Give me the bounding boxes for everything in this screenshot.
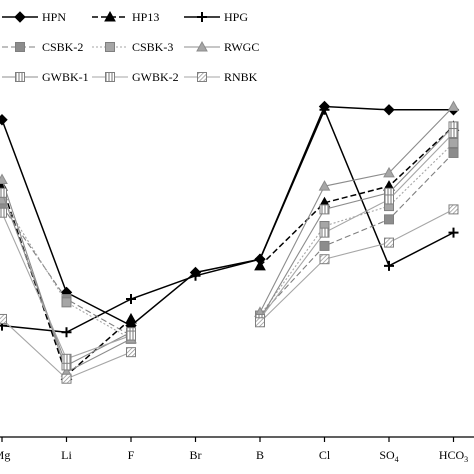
legend-item-csbk-3: CSBK-3: [92, 40, 173, 54]
legend-marker: [105, 72, 115, 82]
legend-item-rnbk: RNBK: [184, 70, 258, 84]
data-point: [384, 260, 394, 271]
series-line: [1, 125, 455, 377]
legend-marker: [105, 42, 115, 52]
data-point: [61, 327, 72, 338]
data-point: [319, 227, 330, 238]
x-axis: Mg Li F Br B Cl SO4 HCO3: [0, 436, 474, 464]
x-tick-label: Br: [190, 448, 202, 462]
series-hp13: [0, 120, 460, 380]
x-tick-label: HCO3: [439, 448, 468, 464]
data-point: [384, 214, 394, 225]
legend-label: HPG: [224, 10, 248, 24]
series-hpn: [0, 100, 460, 332]
data-point: [0, 207, 7, 218]
data-point: [0, 187, 7, 198]
series-rnbk: [0, 204, 459, 384]
data-point: [190, 270, 201, 281]
data-point: [448, 147, 459, 158]
data-point: [126, 347, 136, 358]
legend-item-hpn: HPN: [2, 10, 66, 24]
data-point: [319, 104, 330, 115]
x-tick-label: Li: [61, 448, 72, 462]
plot-area: [0, 100, 460, 384]
legend: HPN HP13 HPG CSBK-2 CSBK-3 RWGC GWBK-1 GWBK-2 RN…: [2, 10, 259, 84]
legend-item-gwbk-2: GWBK-2: [92, 70, 179, 84]
legend-label: GWBK-2: [132, 70, 179, 84]
data-point: [254, 259, 266, 271]
legend-marker: [14, 11, 26, 23]
legend-label: CSBK-2: [42, 40, 83, 54]
data-point: [384, 194, 394, 205]
data-point: [318, 180, 331, 191]
data-point: [448, 227, 459, 238]
data-point: [255, 317, 265, 328]
x-tick-label: F: [128, 448, 135, 462]
data-point: [319, 204, 330, 215]
legend-label: HP13: [132, 10, 159, 24]
data-point: [61, 297, 72, 308]
legend-marker: [15, 72, 25, 82]
data-point: [319, 254, 330, 265]
data-point: [448, 128, 459, 139]
data-point: [384, 237, 394, 248]
legend-marker: [104, 10, 116, 22]
data-point: [61, 373, 72, 384]
x-tick-label: Cl: [319, 448, 331, 462]
legend-item-gwbk-1: GWBK-1: [2, 70, 89, 84]
legend-label: HPN: [42, 10, 66, 24]
legend-item-rwgc: RWGC: [184, 40, 259, 54]
legend-label: RNBK: [224, 70, 258, 84]
x-tick-label: SO4: [379, 448, 398, 464]
data-point: [255, 254, 265, 265]
data-point: [447, 100, 460, 111]
data-point: [319, 240, 330, 251]
data-point: [0, 114, 8, 126]
x-tick-label: B: [256, 448, 264, 462]
legend-label: CSBK-3: [132, 40, 173, 54]
legend-label: RWGC: [224, 40, 259, 54]
data-point: [448, 204, 459, 215]
legend-item-hpg: HPG: [184, 10, 248, 24]
data-point: [126, 294, 136, 305]
legend-marker: [197, 12, 207, 22]
series-hpg: [0, 104, 459, 338]
data-point: [61, 353, 72, 364]
legend-marker: [197, 72, 207, 82]
data-point: [125, 312, 137, 324]
series-line: [1, 107, 454, 334]
data-point: [383, 104, 395, 116]
legend-marker: [15, 42, 25, 52]
legend-label: GWBK-1: [42, 70, 89, 84]
legend-item-hp13: HP13: [92, 10, 159, 24]
data-point: [383, 166, 395, 178]
x-tick-label: Mg: [0, 448, 10, 462]
data-point: [448, 138, 459, 148]
data-point: [0, 173, 8, 185]
legend-marker: [196, 40, 208, 52]
legend-item-csbk-2: CSBK-2: [2, 40, 83, 54]
data-point: [126, 330, 136, 341]
series-gwbk-2: [0, 128, 459, 364]
data-point: [0, 313, 7, 324]
series-line: [1, 105, 454, 327]
